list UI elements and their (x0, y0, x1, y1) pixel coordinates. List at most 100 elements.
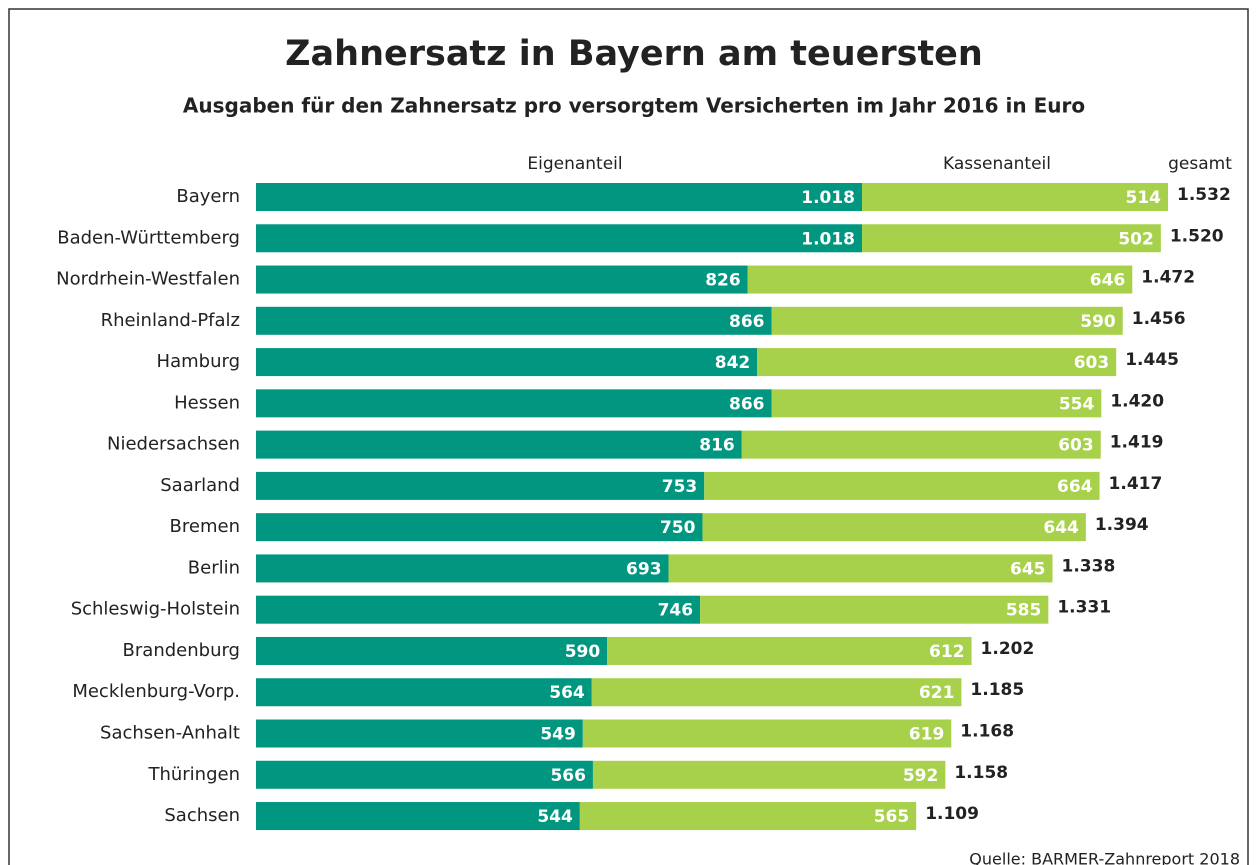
value-label: 866 (729, 394, 765, 414)
bar-segment (256, 513, 703, 542)
bar-segment (256, 306, 772, 335)
value-label: 564 (549, 683, 585, 703)
value-label: 554 (1059, 394, 1095, 414)
total-label: 1.394 (1095, 515, 1149, 535)
legend-label: Kassenanteil (943, 154, 1051, 174)
category-label: Nordrhein-Westfalen (56, 269, 240, 290)
total-label: 1.456 (1132, 309, 1186, 329)
bar-segment (256, 678, 592, 707)
bar-segment (256, 595, 701, 624)
value-label: 646 (1090, 271, 1126, 291)
value-label: 590 (1080, 312, 1116, 332)
bar-segment (256, 430, 742, 459)
category-label: Sachsen-Anhalt (100, 723, 240, 744)
chart-subtitle: Ausgaben für den Zahnersatz pro versorgt… (183, 94, 1085, 118)
bar-segment (256, 471, 705, 500)
value-label: 603 (1058, 436, 1094, 456)
bar-segment (256, 554, 669, 583)
bar-segment (256, 224, 863, 253)
frame (8, 8, 1249, 865)
value-label: 645 (1010, 559, 1046, 579)
value-label: 619 (909, 725, 945, 745)
value-label: 621 (919, 683, 955, 703)
bar-segment (256, 719, 583, 748)
bar-segment (256, 636, 608, 665)
value-label: 1.018 (801, 188, 855, 208)
total-label: 1.532 (1177, 185, 1231, 205)
bar-segment (256, 265, 748, 294)
value-label: 502 (1118, 229, 1154, 249)
category-label: Baden-Württemberg (57, 227, 240, 248)
bar-segment (771, 389, 1102, 418)
total-label: 1.158 (954, 763, 1008, 783)
value-label: 566 (550, 766, 586, 786)
value-label: 750 (660, 518, 696, 538)
bar-segment (862, 183, 1168, 211)
value-label: 585 (1006, 601, 1042, 621)
bar-segment (700, 595, 1049, 624)
value-label: 549 (540, 725, 576, 745)
value-label: 866 (729, 312, 765, 332)
value-label: 746 (658, 601, 694, 621)
source: Quelle: BARMER-Zahnreport 2018 (969, 850, 1240, 865)
category-label: Thüringen (147, 764, 240, 785)
value-label: 565 (874, 807, 910, 827)
legend-label: Eigenanteil (527, 154, 622, 174)
bar-segment (579, 802, 917, 831)
bar-segment (704, 471, 1100, 500)
total-label: 1.445 (1125, 350, 1179, 370)
category-label: Bremen (170, 516, 240, 537)
value-label: 842 (715, 353, 751, 373)
total-label: 1.331 (1057, 598, 1111, 618)
total-label: 1.109 (925, 804, 979, 824)
category-label: Niedersachsen (107, 434, 240, 455)
value-label: 664 (1057, 477, 1093, 497)
bar-segment (256, 760, 593, 789)
legend-label: gesamt (1168, 154, 1232, 174)
value-label: 514 (1126, 188, 1162, 208)
bar-segment (702, 513, 1086, 542)
total-label: 1.168 (960, 722, 1014, 742)
value-label: 644 (1043, 518, 1079, 538)
value-label: 826 (705, 271, 741, 291)
value-label: 544 (537, 807, 573, 827)
bar-segment (591, 678, 962, 707)
category-label: Bayern (176, 186, 240, 207)
bar-segment (256, 183, 863, 211)
total-label: 1.202 (981, 639, 1035, 659)
category-label: Schleswig-Holstein (71, 599, 240, 620)
category-label: Berlin (188, 557, 240, 578)
value-label: 603 (1074, 353, 1110, 373)
total-label: 1.520 (1170, 226, 1224, 246)
total-label: 1.420 (1110, 391, 1164, 411)
category-label: Saarland (160, 475, 240, 496)
total-label: 1.472 (1141, 268, 1195, 288)
category-label: Mecklenburg-Vorp. (72, 681, 240, 702)
bar-segment (592, 760, 946, 789)
bar-segment (771, 306, 1123, 335)
value-label: 592 (903, 766, 939, 786)
bar-segment (862, 224, 1161, 253)
bar-segment (757, 348, 1117, 377)
bar-segment (747, 265, 1133, 294)
bar-segment (256, 348, 758, 377)
value-label: 612 (929, 642, 965, 662)
total-label: 1.417 (1109, 474, 1163, 494)
chart-title: Zahnersatz in Bayern am teuersten (285, 34, 983, 74)
value-label: 590 (565, 642, 601, 662)
total-label: 1.185 (970, 680, 1024, 700)
value-label: 753 (662, 477, 698, 497)
bar-segment (668, 554, 1053, 583)
bar-segment (582, 719, 952, 748)
category-label: Rheinland-Pfalz (101, 310, 240, 331)
bar-segment (741, 430, 1101, 459)
value-label: 1.018 (801, 229, 855, 249)
value-label: 693 (626, 559, 662, 579)
category-label: Hessen (174, 392, 240, 413)
bar-segment (607, 636, 972, 665)
bar-segment (256, 802, 580, 831)
category-label: Hamburg (157, 351, 240, 372)
bar-segment (256, 389, 772, 418)
total-label: 1.338 (1062, 556, 1116, 576)
